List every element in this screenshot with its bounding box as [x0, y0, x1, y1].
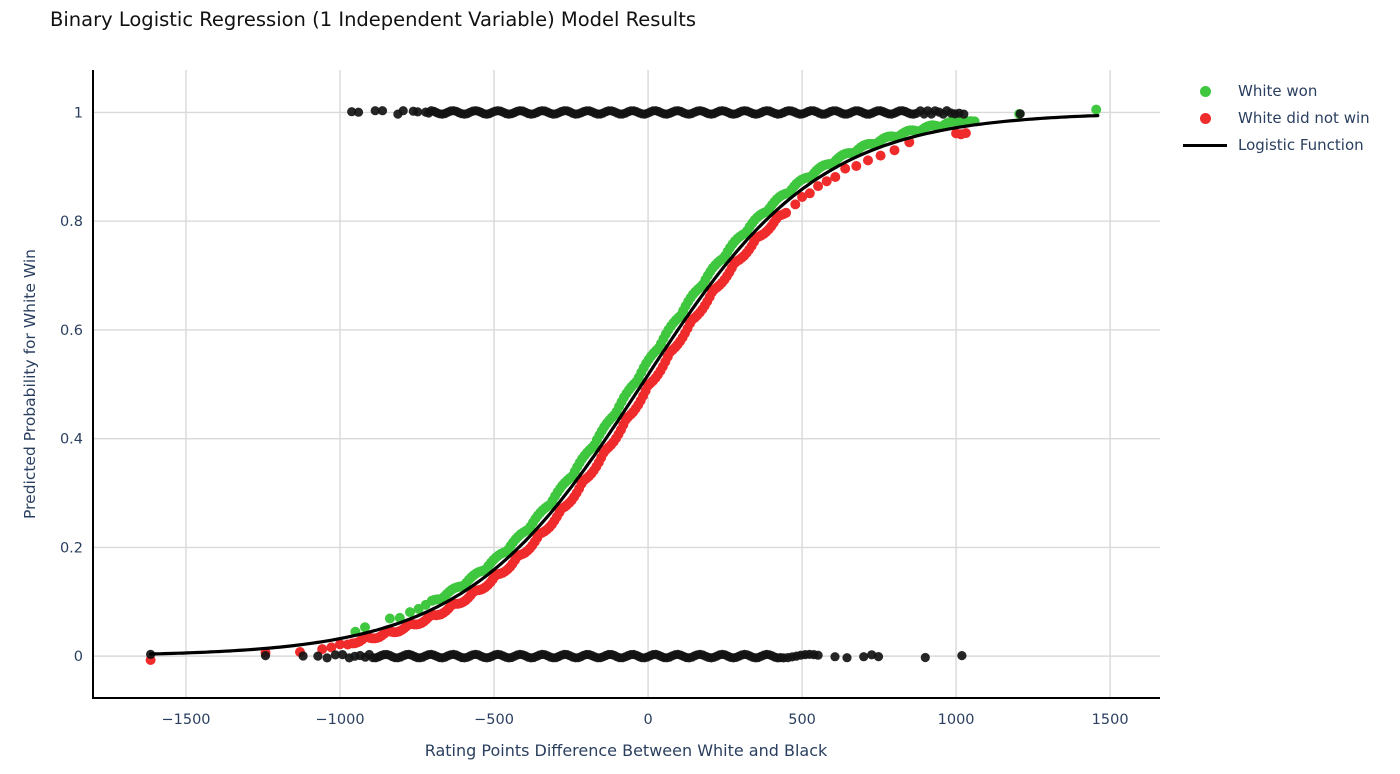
x-tick-label: −1500	[161, 712, 210, 728]
x-tick-label: 500	[788, 712, 816, 728]
x-tick-label: 0	[643, 712, 652, 728]
legend-item-white-did-not-win[interactable]: White did not win	[1183, 108, 1370, 128]
y-tick-label: 0.4	[60, 432, 83, 448]
green-dot-icon	[1199, 85, 1211, 97]
legend-label: White did not win	[1238, 109, 1370, 127]
legend-marker-box	[1183, 81, 1227, 101]
series-3	[146, 649, 967, 663]
legend: White won White did not win Logistic Fun…	[1183, 81, 1370, 155]
x-tick-label: −500	[474, 712, 514, 728]
gridlines	[93, 70, 1160, 698]
legend-marker-box	[1183, 135, 1227, 155]
y-tick-label: 0.2	[60, 540, 83, 556]
legend-item-white-won[interactable]: White won	[1183, 81, 1370, 101]
line-sample-icon	[1183, 143, 1227, 147]
legend-label: Logistic Function	[1238, 136, 1364, 154]
y-tick-label: 0.8	[60, 214, 83, 230]
y-tick-label: 0.6	[60, 323, 83, 339]
tick-labels: −1500 −1000 −500 0 500 1000 1500 0 0.2 0.4 0.6 0.8 1	[60, 105, 1129, 728]
x-axis-title: Rating Points Difference Between White a…	[424, 741, 828, 760]
x-tick-label: 1000	[938, 712, 975, 728]
y-axis-title: Predicted Probability for White Win	[21, 249, 39, 519]
legend-marker-box	[1183, 108, 1227, 128]
series-0	[145, 128, 971, 665]
x-tick-label: −1000	[316, 712, 365, 728]
legend-label: White won	[1238, 82, 1318, 100]
red-dot-icon	[1199, 112, 1211, 124]
y-tick-label: 1	[74, 105, 83, 121]
x-tick-label: 1500	[1092, 712, 1129, 728]
y-tick-label: 0	[74, 649, 83, 665]
chart-title: Binary Logistic Regression (1 Independen…	[50, 8, 697, 31]
logistic-function-curve	[149, 114, 1100, 656]
series-1	[350, 104, 1102, 637]
series-2	[347, 106, 1025, 119]
axis-lines	[92, 70, 1160, 699]
legend-item-logistic-function[interactable]: Logistic Function	[1183, 135, 1370, 155]
